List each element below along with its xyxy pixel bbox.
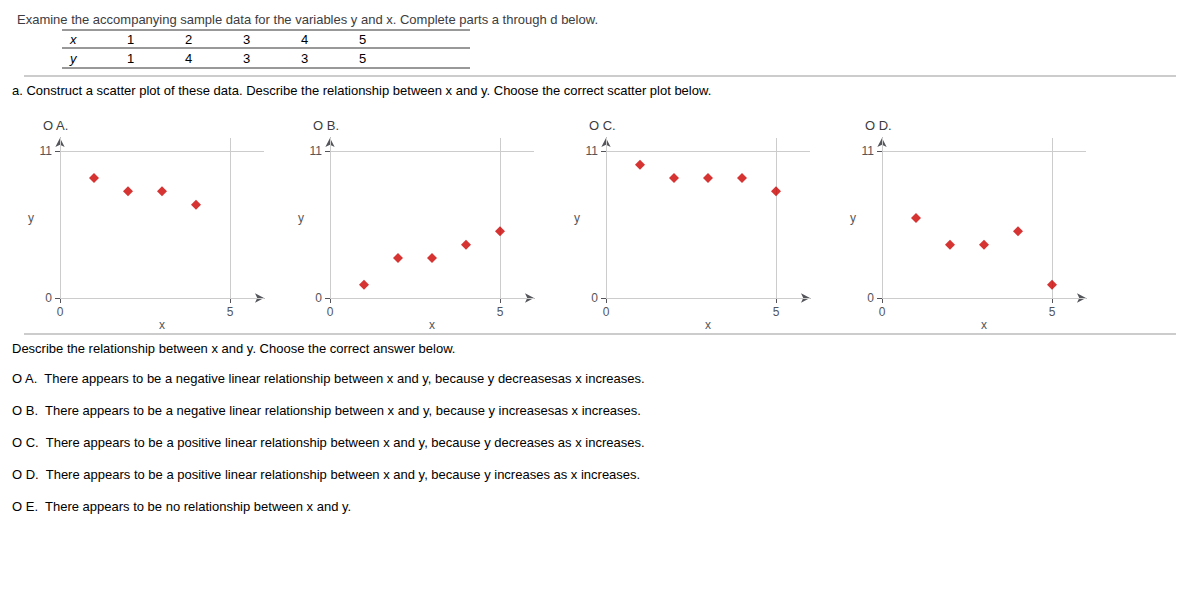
svg-text:O B.: O B. — [313, 118, 339, 133]
svg-text:5: 5 — [1049, 305, 1056, 319]
svg-text:11: 11 — [40, 144, 53, 158]
svg-text:0: 0 — [57, 305, 64, 319]
svg-text:x: x — [429, 318, 435, 332]
svg-text:5: 5 — [359, 51, 366, 66]
svg-text:0: 0 — [45, 291, 52, 305]
svg-text:y: y — [69, 51, 78, 66]
svg-text:y: y — [298, 211, 304, 225]
svg-text:0: 0 — [315, 291, 322, 305]
svg-text:y: y — [574, 211, 580, 225]
svg-text:4: 4 — [185, 51, 192, 66]
svg-text:Describe the relationship betw: Describe the relationship between x and … — [12, 341, 455, 356]
svg-text:x: x — [705, 318, 711, 332]
svg-text:O C.: O C. — [589, 118, 616, 133]
svg-text:3: 3 — [243, 32, 250, 47]
svg-text:1: 1 — [127, 51, 134, 66]
svg-text:O D.: O D. — [865, 118, 892, 133]
svg-text:5: 5 — [359, 32, 366, 47]
svg-text:O B. There appears to be a ne: O B. There appears to be a negative line… — [12, 403, 641, 418]
svg-text:4: 4 — [301, 32, 308, 47]
svg-text:a. Construct a scatter plot of: a. Construct a scatter plot of these dat… — [12, 83, 711, 98]
svg-text:11: 11 — [586, 144, 599, 158]
svg-text:x: x — [159, 318, 165, 332]
svg-text:x: x — [69, 32, 77, 47]
svg-text:O D. There appears to be a po: O D. There appears to be a positive line… — [12, 467, 640, 482]
svg-text:x: x — [981, 318, 987, 332]
svg-text:0: 0 — [591, 291, 598, 305]
svg-text:y: y — [28, 211, 34, 225]
svg-text:Examine the accompanying sampl: Examine the accompanying sample data for… — [17, 12, 598, 27]
svg-text:y: y — [850, 211, 856, 225]
svg-text:0: 0 — [603, 305, 610, 319]
svg-text:O A. There appears to be a ne: O A. There appears to be a negative line… — [12, 371, 645, 386]
svg-text:5: 5 — [773, 305, 780, 319]
svg-text:O E. There appears to be no r: O E. There appears to be no relationship… — [12, 499, 351, 514]
svg-text:5: 5 — [497, 305, 504, 319]
svg-text:1: 1 — [127, 32, 134, 47]
svg-text:0: 0 — [879, 305, 886, 319]
svg-text:3: 3 — [243, 51, 250, 66]
svg-text:O A.: O A. — [43, 118, 68, 133]
svg-text:O C. There appears to be a po: O C. There appears to be a positive line… — [12, 435, 645, 450]
svg-text:2: 2 — [185, 32, 192, 47]
svg-text:11: 11 — [310, 144, 323, 158]
svg-text:0: 0 — [867, 291, 874, 305]
svg-text:5: 5 — [227, 305, 234, 319]
svg-text:11: 11 — [862, 144, 875, 158]
svg-text:3: 3 — [301, 51, 308, 66]
svg-text:0: 0 — [327, 305, 334, 319]
